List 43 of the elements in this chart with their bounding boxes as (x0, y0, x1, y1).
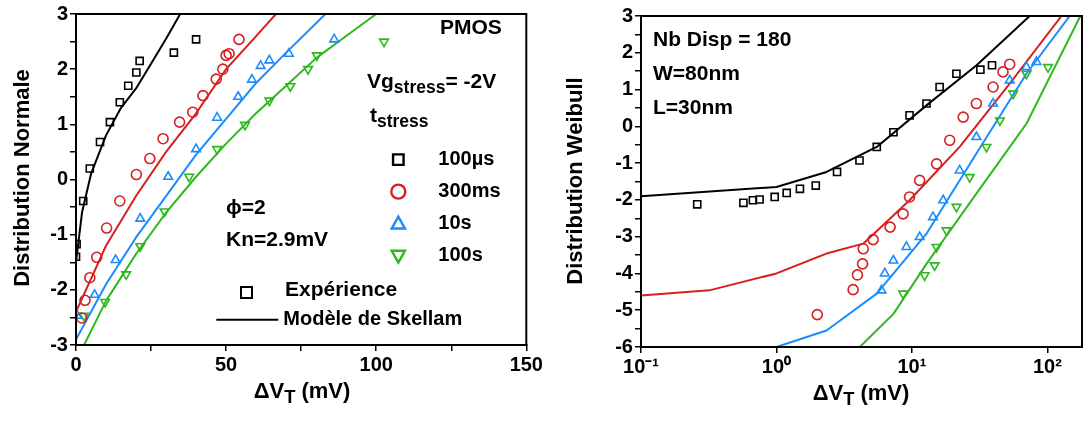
x-tick-label: 10⁰ (761, 354, 792, 377)
legend-label: 100s (438, 243, 483, 266)
x-tick-label: 150 (509, 352, 543, 375)
x-axis-title: ΔV$_{T}$ (mV) (812, 380, 910, 410)
legend-label: 100µs (438, 147, 495, 170)
x-tick-label: 10² (1032, 354, 1063, 377)
y-tick-label: -2 (50, 277, 68, 300)
y-tick-label: -2 (615, 187, 633, 210)
annotation: W=80nm (653, 61, 740, 84)
y-tick-label: -3 (50, 332, 68, 355)
x-tick-label: 50 (214, 352, 238, 375)
legend-title: t$_{stress}$ (370, 103, 429, 132)
y-tick-label: 0 (56, 167, 68, 190)
x-tick-label: 10¹ (897, 354, 927, 377)
y-tick-label: 3 (621, 3, 633, 26)
x-tick-label: 10⁻¹ (623, 354, 660, 377)
y-tick-label: -6 (615, 334, 633, 357)
x-axis-title: ΔV$_{T}$ (mV) (253, 378, 351, 408)
y-tick-label: -1 (50, 222, 68, 245)
y-tick-label: 0 (621, 113, 633, 136)
annotation: Expérience (285, 277, 398, 300)
legend-label: 10s (438, 211, 472, 234)
y-tick-label: -1 (615, 150, 633, 173)
y-tick-label: 2 (56, 56, 68, 79)
y-tick-label: 1 (56, 111, 68, 134)
annotation: Kn=2.9mV (226, 227, 329, 250)
y-axis-title: Distribution Normale (9, 69, 34, 287)
annotation: L=30nm (653, 95, 733, 118)
annotation: PMOS (440, 15, 502, 38)
legend-label: Modèle de Skellam (283, 307, 463, 330)
y-tick-label: -5 (615, 297, 633, 320)
y-tick-label: 2 (621, 40, 633, 63)
x-tick-label: 100 (359, 352, 393, 375)
y-tick-label: 1 (621, 77, 633, 100)
x-tick-label: 0 (70, 352, 82, 375)
y-axis-title: Distribution Weibull (562, 77, 587, 285)
annotation: ϕ=2 (226, 195, 266, 218)
y-tick-label: 3 (56, 1, 68, 24)
legend-label: 300ms (438, 179, 501, 202)
y-tick-label: -4 (615, 260, 634, 283)
annotation: Nb Disp = 180 (653, 27, 792, 50)
y-tick-label: -3 (615, 224, 633, 247)
annotation: Vg$_{stress}$= -2V (367, 69, 497, 98)
